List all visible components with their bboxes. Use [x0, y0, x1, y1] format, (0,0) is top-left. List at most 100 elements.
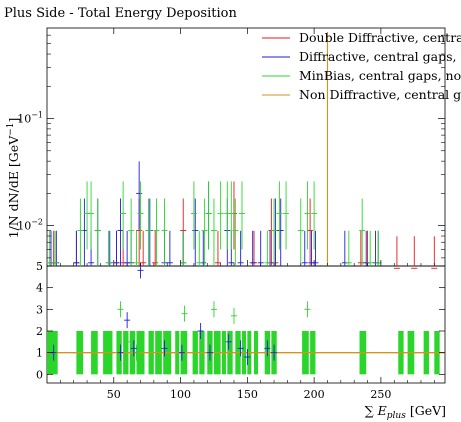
x-tick-label-250: 250	[370, 388, 391, 401]
diffractive-ratio-point-6	[178, 344, 185, 361]
chart-title: Plus Side - Total Energy Deposition	[4, 6, 237, 21]
legend-entry-3: Non Diffractive, central gaps, no pileup	[262, 87, 461, 102]
series-1-point-9	[124, 230, 131, 266]
series-1-point-11	[136, 161, 143, 230]
y-axis-label-close: ]	[6, 118, 21, 123]
series-0-point-16	[393, 236, 400, 269]
series-2-point-12	[153, 198, 160, 266]
ratio-tick-label-4: 4	[36, 282, 43, 295]
legend-label-3: Non Diffractive, central gaps, no pileup	[299, 87, 461, 102]
series-1-point-3	[81, 198, 88, 266]
series-0-point-0	[50, 230, 57, 266]
series-2-point-32	[345, 230, 352, 266]
x-tick-label-100: 100	[170, 388, 191, 401]
series-2-point-3	[84, 181, 91, 250]
series-2-point-34	[367, 230, 374, 266]
y-axis-label: 1/N dN/dE [GeV−1]	[6, 118, 21, 239]
minbias-ratio-point-3	[133, 344, 140, 361]
ratio-tick-label-0: 0	[36, 368, 43, 381]
series-2-point-15	[190, 181, 197, 250]
diffractive-ratio-point-2	[124, 312, 131, 329]
ratio-tick-label-3: 3	[36, 303, 43, 316]
series-1-point-27	[301, 230, 308, 266]
ratio-panel-frame	[46, 265, 446, 384]
minbias-ratio-point-5	[210, 301, 217, 318]
y-axis-label-main: 1/N dN/dE [GeV	[6, 135, 21, 239]
x-tick-label-150: 150	[237, 388, 258, 401]
series-2-point-13	[161, 198, 168, 266]
diffractive-ratio-point-3	[130, 340, 137, 357]
series-1-point-17	[200, 230, 207, 266]
series-1-point-29	[312, 230, 319, 266]
series-0-point-14	[357, 230, 364, 266]
series-1-point-8	[117, 198, 124, 266]
series-2-point-10	[137, 181, 144, 250]
series-2-point-1	[52, 230, 59, 266]
ratio-tick-label-1: 1	[36, 347, 43, 360]
series-1-point-32	[372, 230, 379, 266]
x-axis-label-e: E	[377, 403, 387, 418]
legend-label-2: MinBias, central gaps, no pileup	[299, 68, 461, 83]
series-1-point-7	[113, 230, 120, 266]
series-2-point-31	[311, 181, 318, 250]
diffractive-ratio-point-13	[271, 344, 278, 361]
minbias-ratio-point-1	[117, 301, 124, 318]
legend-label-0: Double Diffractive, central gaps, no pil…	[299, 30, 461, 45]
x-axis-label-unit: [GeV]	[406, 403, 446, 418]
series-0-point-8	[214, 230, 221, 266]
y-tick-label-0: 10−2	[17, 218, 43, 233]
series-2-point-6	[105, 230, 112, 266]
legend-entry-2: MinBias, central gaps, no pileup	[262, 68, 461, 83]
series-2-point-20	[217, 181, 224, 250]
series-1-point-16	[192, 198, 199, 266]
series-1-point-23	[257, 230, 264, 266]
series-2-point-29	[297, 198, 304, 266]
x-axis-label-sum: ∑	[365, 403, 374, 418]
series-2-point-0	[46, 230, 53, 266]
series-2-point-22	[228, 181, 235, 250]
series-2-point-17	[201, 198, 208, 266]
diffractive-ratio-point-5	[161, 340, 168, 357]
series-0-point-13	[307, 198, 314, 266]
series-2-point-23	[232, 198, 239, 266]
y-axis-label-sup: −1	[6, 122, 16, 135]
series-1-point-12	[146, 198, 153, 266]
series-2-point-2	[77, 198, 84, 266]
legend-entry-0: Double Diffractive, central gaps, no pil…	[262, 30, 461, 45]
series-1-point-24	[267, 230, 274, 266]
series-2-point-5	[94, 198, 101, 266]
series-1-point-21	[237, 230, 244, 266]
series-2-point-30	[304, 181, 311, 250]
series-2-point-4	[88, 181, 95, 250]
series-2-point-9	[133, 230, 140, 266]
series-0-point-18	[431, 236, 438, 269]
series-2-point-27	[276, 181, 283, 250]
axis-ticks: 50 100 150 200 250 10−2 10−1 0 1 2 3 4 5	[17, 28, 445, 401]
series-2-point-8	[128, 198, 135, 266]
series-2-point-11	[145, 198, 152, 266]
x-axis-label-sub: plus	[387, 411, 406, 421]
ratio-tick-label-2: 2	[36, 325, 43, 338]
ratio-tick-label-5: 5	[36, 260, 43, 273]
series-1-point-26	[277, 198, 284, 266]
series-1-point-25	[272, 198, 279, 266]
series-0-point-10	[251, 230, 258, 266]
series-0-point-6	[152, 230, 159, 266]
series-1-point-14	[166, 230, 173, 266]
minbias-ratio-point-7	[304, 301, 311, 318]
diffractive-ratio-point-11	[244, 349, 251, 365]
minbias-ratio-point-4	[181, 305, 188, 322]
series-0-point-15	[364, 230, 371, 266]
series-2-point-7	[120, 181, 127, 250]
series-2-point-14	[180, 230, 187, 266]
minbias-ratio-point-6	[230, 307, 237, 324]
series-1-point-6	[106, 230, 113, 266]
series-2-point-21	[224, 181, 231, 250]
series-0-point-11	[268, 198, 275, 266]
diffractive-ratio-point-10	[237, 340, 244, 357]
series-1-point-22	[249, 230, 256, 266]
diffractive-ratio-point-8	[206, 344, 213, 361]
x-tick-label-50: 50	[107, 388, 121, 401]
series-2-point-16	[196, 230, 203, 266]
x-axis-label: ∑ Eplus [GeV]	[365, 403, 446, 421]
